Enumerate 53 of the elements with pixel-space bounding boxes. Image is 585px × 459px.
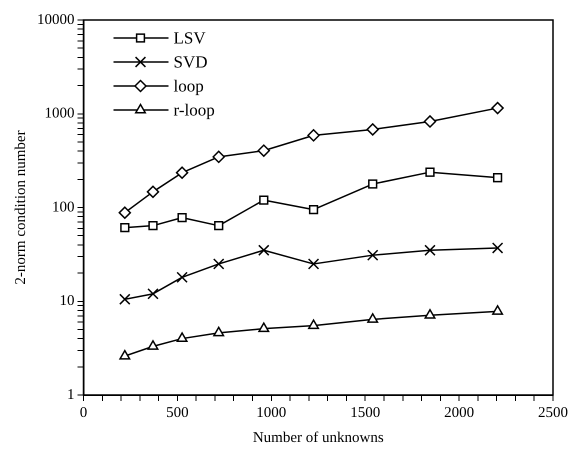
point <box>308 319 320 330</box>
legend-label: SVD <box>174 52 208 72</box>
point <box>146 186 160 198</box>
point <box>259 195 268 205</box>
point <box>424 308 436 319</box>
x-tick-label: 0 <box>80 404 88 421</box>
point <box>148 221 158 230</box>
point <box>367 249 378 261</box>
point <box>258 144 270 157</box>
point <box>424 244 436 256</box>
point <box>308 258 320 270</box>
x-tick-label: 2000 <box>444 404 474 421</box>
point <box>214 221 224 230</box>
point <box>307 129 320 142</box>
y-tick-label: 10000 <box>37 12 74 28</box>
point <box>258 322 270 332</box>
y-tick-label: 1 <box>67 386 74 403</box>
point <box>176 272 188 284</box>
point <box>492 305 504 315</box>
legend-label: r-loop <box>174 100 215 120</box>
x-tick-label: 500 <box>166 404 189 421</box>
point <box>176 332 188 342</box>
point <box>492 242 504 254</box>
point <box>120 222 130 232</box>
point <box>491 102 504 114</box>
point <box>119 294 131 305</box>
point <box>366 123 379 136</box>
y-tick-label: 1000 <box>44 106 74 122</box>
y-tick-label: 10 <box>60 293 74 310</box>
y-axis-title: 2-norm condition number <box>12 130 29 285</box>
legend-label: LSV <box>174 28 206 48</box>
point <box>213 326 224 336</box>
point <box>308 204 318 214</box>
point <box>212 150 225 164</box>
point <box>367 313 378 323</box>
x-tick-label: 1500 <box>350 404 380 421</box>
point <box>147 288 159 300</box>
point <box>425 168 435 177</box>
x-tick-label: 2500 <box>538 404 568 421</box>
point <box>119 350 130 360</box>
point <box>213 258 224 270</box>
point <box>424 115 436 128</box>
point <box>177 212 187 222</box>
point <box>258 244 270 256</box>
x-axis-title: Number of unknowns <box>252 430 384 446</box>
y-tick-label: 100 <box>52 199 74 216</box>
point <box>368 179 378 189</box>
point <box>147 340 158 350</box>
point <box>492 173 502 182</box>
point <box>176 166 188 179</box>
point <box>118 206 132 219</box>
legend-label: loop <box>174 76 204 96</box>
x-tick-label: 1000 <box>256 404 286 421</box>
